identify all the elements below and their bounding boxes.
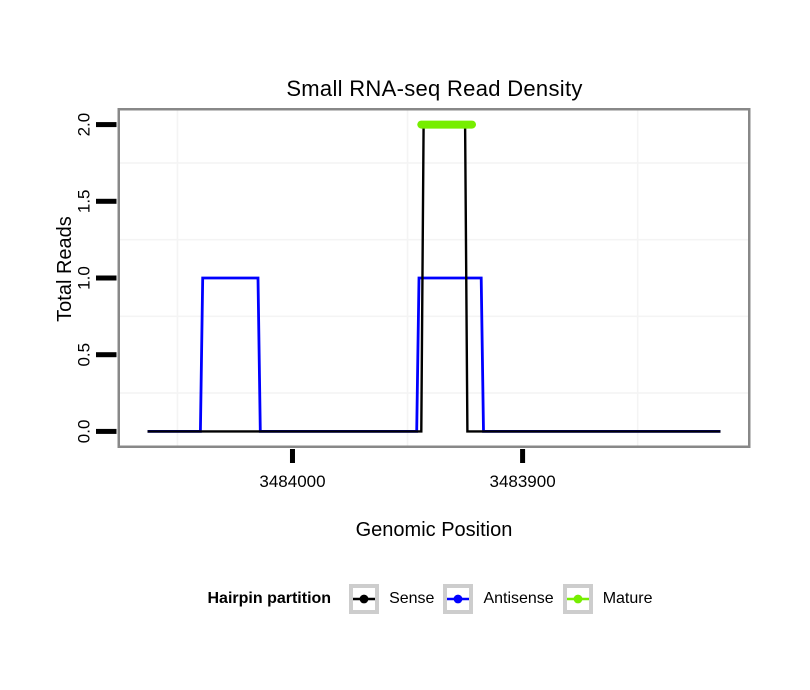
legend-key-glyph [566, 594, 589, 603]
y-axis-tick [96, 275, 117, 281]
legend-items: Sense Antisense Mature [349, 583, 653, 614]
x-tick-label: 3483900 [489, 472, 555, 491]
y-axis-tick [96, 428, 117, 434]
x-axis-tick [289, 449, 295, 463]
legend-item-label: Sense [389, 589, 435, 607]
legend-item-label: Antisense [483, 589, 554, 607]
legend-item-mature: Mature [562, 583, 653, 614]
read-density-plot: 3484000 3483900 0.0 0.5 1.0 1.5 2.0 Genomic Pos… [54, 108, 751, 541]
y-tick-label: 0.0 [75, 420, 94, 444]
legend: Hairpin partition Sense Antisense Mature [50, 583, 810, 614]
panel-border [117, 108, 751, 448]
chart-title: Small RNA-seq Read Density [286, 76, 583, 101]
legend-key [349, 583, 380, 614]
y-axis-tick [96, 122, 117, 128]
legend-item-sense: Sense [349, 583, 435, 614]
x-axis-tick [520, 449, 526, 463]
y-axis-tick [96, 198, 117, 204]
y-tick-label: 0.5 [75, 343, 94, 367]
y-tick-label: 2.0 [75, 113, 94, 137]
legend-key-dot [359, 594, 369, 603]
legend-item-antisense: Antisense [443, 583, 554, 614]
x-tick-label: 3484000 [259, 472, 325, 491]
legend-key-glyph [447, 594, 470, 603]
legend-item-label: Mature [602, 589, 653, 607]
legend-title: Hairpin partition [207, 589, 332, 607]
y-axis-label: Total Reads [54, 216, 76, 322]
y-axis-tick [96, 352, 117, 358]
legend-key-glyph [353, 594, 376, 603]
legend-key [562, 583, 593, 614]
x-axis-label: Genomic Position [356, 519, 513, 541]
legend-key-dot [573, 594, 583, 603]
y-tick-label: 1.0 [75, 266, 94, 290]
legend-key-dot [454, 594, 463, 603]
legend-key [443, 583, 474, 614]
y-tick-label: 1.5 [75, 189, 94, 213]
